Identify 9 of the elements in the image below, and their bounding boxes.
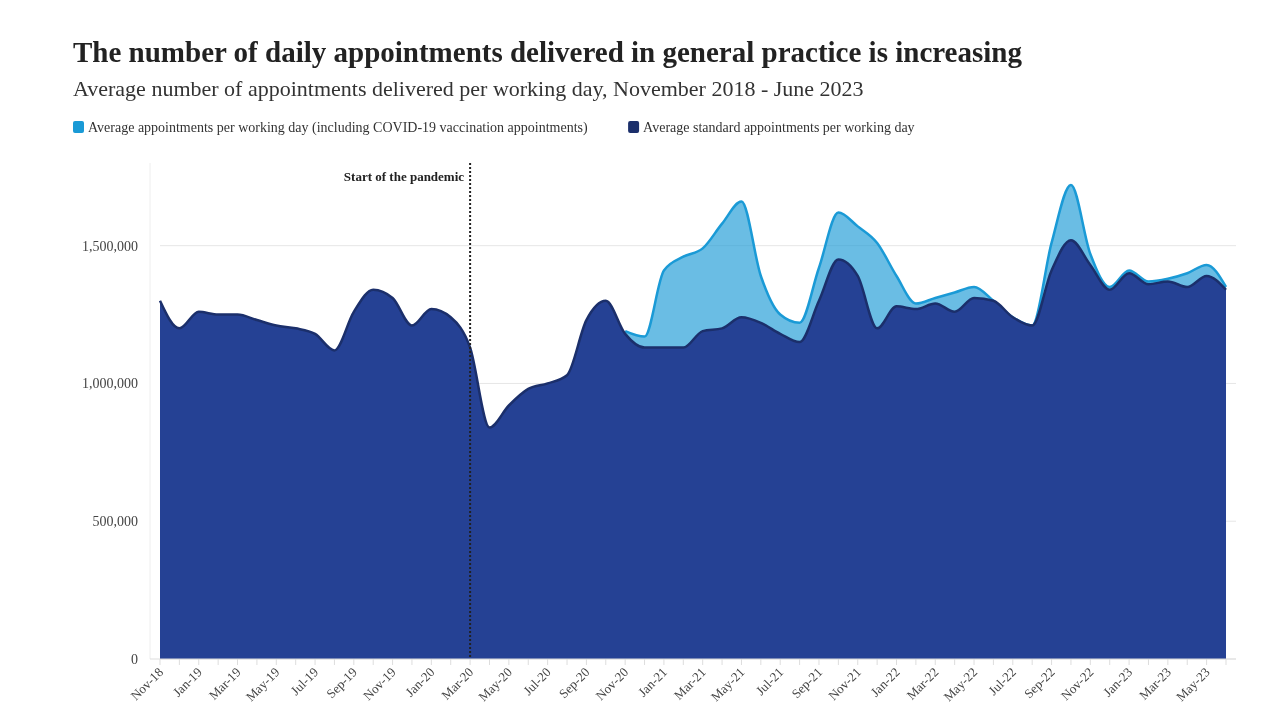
- chart-subtitle: Average number of appointments delivered per working day, November 2018 - June 2023: [73, 76, 864, 101]
- ref-line-label: Start of the pandemic: [343, 169, 465, 184]
- y-tick-label: 500,000: [92, 514, 138, 530]
- y-tick-label: 1,500,000: [82, 238, 138, 254]
- legend-label: Average appointments per working day (including COVID-19 vaccination appointments): [88, 120, 589, 136]
- y-tick-label: 0: [131, 652, 138, 667]
- legend-label: Average standard appointments per working day: [643, 120, 915, 135]
- chart-title: The number of daily appointments delivered in general practice is increasing: [73, 36, 1023, 68]
- y-tick-label: 1,000,000: [82, 376, 138, 392]
